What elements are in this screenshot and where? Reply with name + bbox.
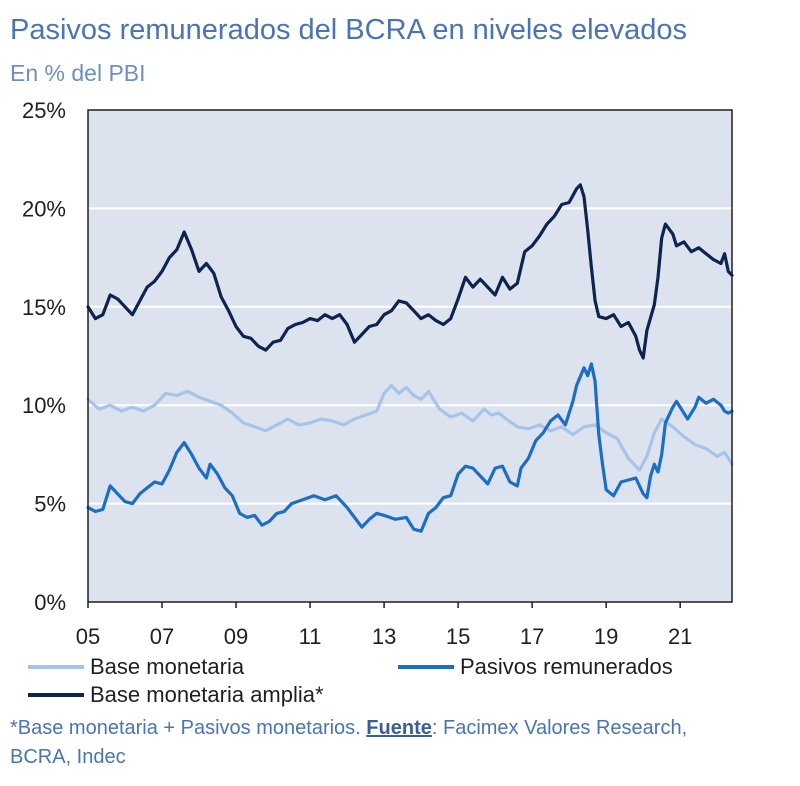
- series-line-pasivos-remunerados: [86, 362, 734, 533]
- x-tick-label: 17: [520, 624, 544, 649]
- chart-subtitle: En % del PBI: [10, 60, 146, 86]
- x-tick-label: 15: [446, 624, 470, 649]
- footnote-sources: : Facimex Valores Research, BCRA, Indec: [10, 717, 688, 768]
- plot-area: [88, 110, 732, 602]
- legend-label-base-monetaria: Base monetaria: [90, 654, 245, 679]
- y-tick-label: 25%: [22, 98, 66, 123]
- series-line-base-monetaria: [86, 383, 734, 472]
- chart-title: Pasivos remunerados del BCRA en niveles …: [10, 14, 688, 46]
- y-tick-label: 15%: [22, 295, 66, 320]
- series-line-base-monetaria-amplia: [86, 183, 734, 360]
- legend-item-base-monetaria: Base monetaria: [28, 654, 244, 680]
- x-tick-label: 21: [668, 624, 692, 649]
- legend-item-base-monetaria-amplia: Base monetaria amplia*: [28, 682, 324, 708]
- footnote: *Base monetaria + Pasivos monetarios. Fu…: [10, 714, 730, 772]
- y-tick-label: 10%: [22, 393, 66, 418]
- legend-swatch-base-monetaria-amplia: [28, 693, 84, 697]
- footnote-text: *Base monetaria + Pasivos monetarios.: [10, 717, 367, 739]
- legend-label-pasivos-remunerados: Pasivos remunerados: [460, 654, 673, 679]
- legend-swatch-base-monetaria: [28, 665, 84, 669]
- legend-label-base-monetaria-amplia: Base monetaria amplia*: [90, 682, 324, 707]
- y-tick-label: 0%: [34, 590, 66, 615]
- legend-item-pasivos-remunerados: Pasivos remunerados: [398, 654, 673, 680]
- y-tick-label: 20%: [22, 196, 66, 221]
- legend-swatch-pasivos-remunerados: [398, 665, 454, 669]
- x-tick-label: 07: [150, 624, 174, 649]
- plot-border: [87, 109, 733, 603]
- line-chart: 0% 5% 10% 15% 20% 25% 05 07 09 11 13 15 17 19 21: [22, 98, 734, 649]
- source-label: Fuente: [366, 717, 432, 739]
- x-tick-label: 09: [224, 624, 248, 649]
- x-tick-label: 13: [372, 624, 396, 649]
- x-tick-label: 19: [594, 624, 618, 649]
- x-tick-label: 05: [76, 624, 100, 649]
- x-tick-label: 11: [299, 624, 322, 649]
- y-tick-label: 5%: [34, 492, 66, 517]
